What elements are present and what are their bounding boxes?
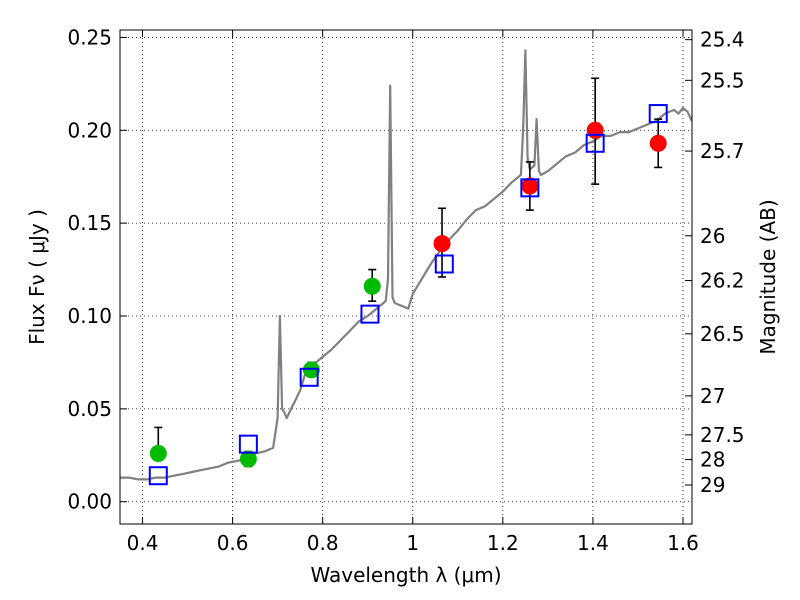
- red-data-point: [649, 134, 667, 152]
- right-tick-label: 25.5: [700, 68, 745, 92]
- green-data-point: [239, 450, 257, 468]
- green-data-point: [363, 277, 381, 295]
- x-tick-label: 1.6: [667, 531, 699, 555]
- red-data-point: [433, 235, 451, 253]
- model-square-point: [648, 104, 668, 124]
- green-data-point: [149, 444, 167, 462]
- y-tick-label: 0.05: [67, 397, 112, 421]
- y-axis-title: Flux Fν ( μJy ): [25, 209, 49, 345]
- x-tick-label: 0.8: [307, 531, 339, 555]
- axis-ticks: [120, 30, 692, 524]
- model-square-point: [585, 133, 605, 153]
- x-tick-label: 0.4: [127, 531, 159, 555]
- y-tick-label: 0.15: [67, 211, 112, 235]
- x-tick-label: 0.6: [217, 531, 249, 555]
- y-tick-label: 0.20: [67, 118, 112, 142]
- green-data-point: [302, 361, 320, 379]
- right-tick-label: 25.7: [700, 139, 745, 163]
- model-square-point: [148, 466, 168, 486]
- right-tick-label: 29: [700, 473, 725, 497]
- x-tick-label: 1.4: [577, 531, 609, 555]
- right-tick-label: 26.5: [700, 322, 745, 346]
- right-tick-label: 26.2: [700, 269, 745, 293]
- model-square-point: [360, 304, 380, 324]
- data-series: [120, 49, 692, 486]
- red-data-point: [586, 121, 604, 139]
- model-square-point: [520, 178, 540, 198]
- x-tick-label: 1.2: [487, 531, 519, 555]
- y-tick-label: 0.00: [67, 490, 112, 514]
- model-square-point: [299, 367, 319, 387]
- right-tick-label: 28: [700, 448, 725, 472]
- right-tick-label: 26: [700, 224, 725, 248]
- plot-frame: [119, 29, 693, 525]
- x-tick-label: 1: [406, 531, 419, 555]
- red-data-point: [521, 177, 539, 195]
- x-axis-title: Wavelength λ (μm): [310, 563, 501, 587]
- y-tick-label: 0.25: [67, 25, 112, 49]
- right-tick-label: 27: [700, 384, 725, 408]
- y-tick-label: 0.10: [67, 304, 112, 328]
- tick-labels: 0.4 0.6 0.8 1 1.2 1.4 1.6 0.00 0.05 0.10 0.15 0.20 0…: [67, 25, 744, 555]
- model-square-point: [238, 434, 258, 454]
- plot-background: [120, 30, 692, 524]
- right-tick-label: 27.5: [700, 423, 745, 447]
- model-square-point: [434, 254, 454, 274]
- right-axis-title: Magnitude (AB): [756, 199, 780, 354]
- series-group: [120, 49, 692, 486]
- right-tick-label: 25.4: [700, 28, 745, 52]
